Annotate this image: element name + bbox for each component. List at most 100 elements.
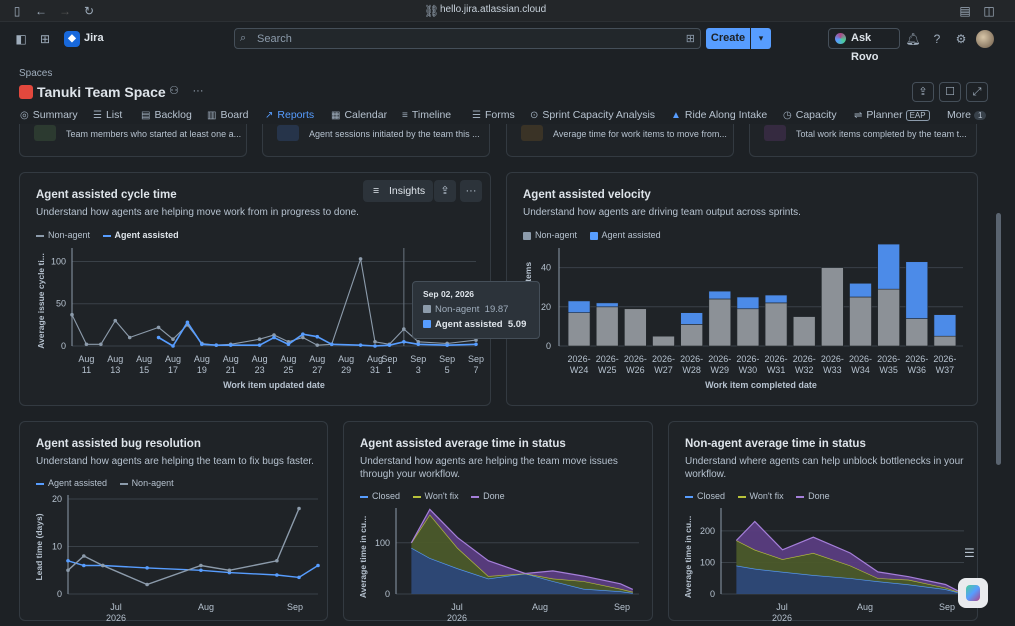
y-axis-label: Average issue cycle ti... <box>36 253 46 349</box>
tab-planner[interactable]: ⇌ Planner EAP <box>854 109 930 121</box>
ask-rovo-button[interactable]: Ask Rovo <box>828 28 900 63</box>
legend-item[interactable]: Non-agent <box>523 230 577 240</box>
tab-ride-along[interactable]: ▲ Ride Along Intake <box>671 109 768 121</box>
legend-item[interactable]: Closed <box>685 491 725 501</box>
page-title: Tanuki Team Space <box>37 84 166 100</box>
sidebar-toggle-icon[interactable]: ▯ <box>13 4 21 18</box>
legend-item[interactable]: Non-agent <box>119 478 174 488</box>
tab-forms[interactable]: ☰ Forms <box>472 109 515 121</box>
card-subtitle: Understand how agents are helping the te… <box>360 456 618 480</box>
metric-card[interactable]: Team members who started at least one a.… <box>19 124 247 157</box>
side-panel-icon[interactable]: ◧ <box>15 32 27 46</box>
card-subtitle: Understand how agents are helping move w… <box>36 207 359 218</box>
avg-time-status-card: Agent assisted average time in status Un… <box>343 421 653 623</box>
x-tick-label: 2026- <box>933 354 956 364</box>
data-point <box>113 318 118 323</box>
forward-icon[interactable]: → <box>59 4 71 18</box>
search-input[interactable]: ⌕ Search ⊞ <box>234 28 701 49</box>
create-dropdown-icon[interactable]: ▾ <box>751 28 771 49</box>
feedback-icon[interactable]: ☐ <box>939 82 961 102</box>
tab-sprint-capacity[interactable]: ⊙ Sprint Capacity Analysis <box>530 109 656 121</box>
nonagent-time-status-chart[interactable]: 0 100 200 Average time in cu... Jul Aug Sep 202… <box>669 422 979 626</box>
share-icon[interactable]: ⇪ <box>912 82 934 102</box>
data-point <box>474 342 478 347</box>
gauge-icon: ⊙ <box>530 110 539 121</box>
tab-more[interactable]: More 1 <box>947 109 987 121</box>
insights-button[interactable]: ≡ Insights <box>363 180 433 202</box>
x-tick-label: Aug <box>280 354 296 364</box>
rovo-icon <box>835 33 846 44</box>
rovo-chat-button[interactable] <box>958 578 988 608</box>
bar-agent-assisted <box>595 302 619 308</box>
data-point <box>185 320 190 325</box>
tab-board[interactable]: ▥ Board <box>207 109 249 121</box>
tab-backlog[interactable]: ▤ Backlog <box>141 109 192 121</box>
notifications-icon[interactable]: 🔔︎ <box>905 32 921 46</box>
settings-icon[interactable]: ⚙ <box>955 32 967 46</box>
reader-icon[interactable]: ▤ <box>959 4 971 18</box>
reload-icon[interactable]: ↻ <box>83 4 95 18</box>
data-point <box>82 563 86 568</box>
breadcrumb[interactable]: Spaces <box>19 68 53 79</box>
app-switcher-icon[interactable]: ⊞ <box>39 32 51 46</box>
bug-resolution-chart[interactable]: 0 10 20 Lead time (days) Jul Aug Sep 2026 <box>20 422 329 626</box>
y-axis-label: Items <box>523 262 533 284</box>
nonagent-time-status-plot: 0 100 200 Average time in cu... Jul Aug Sep 202… <box>683 508 964 623</box>
split-view-icon[interactable]: ◫ <box>983 4 995 18</box>
legend-item[interactable]: Agent assisted <box>589 230 661 240</box>
globe-icon: ◎ <box>20 110 29 121</box>
metric-card[interactable]: Total work items completed by the team t… <box>749 124 977 157</box>
card-more-icon[interactable]: ··· <box>460 180 482 202</box>
create-button[interactable]: Create <box>706 28 750 49</box>
data-point <box>416 339 421 344</box>
bar-non-agent <box>877 288 900 347</box>
page-scrollbar[interactable] <box>996 213 1001 465</box>
x-tick-label: 11 <box>82 365 91 375</box>
legend-item[interactable]: Non-agent <box>36 230 90 240</box>
url-text[interactable]: hello.jira.atlassian.cloud <box>440 4 547 15</box>
tab-list[interactable]: ☰ List <box>93 109 123 121</box>
legend-item[interactable]: Agent assisted <box>36 478 107 488</box>
fullscreen-icon[interactable]: ⤢ <box>966 82 988 102</box>
card-title: Agent assisted average time in status <box>360 438 566 450</box>
bar-non-agent <box>595 306 619 347</box>
product-name[interactable]: Jira <box>84 32 104 44</box>
velocity-chart[interactable]: 02040Items2026-W242026-W252026-W262026-W… <box>507 173 979 407</box>
tab-summary[interactable]: ◎ Summary <box>20 109 78 121</box>
back-icon[interactable]: ← <box>35 4 47 18</box>
jira-logo-icon[interactable]: ◆ <box>64 31 80 47</box>
bar-non-agent <box>821 267 844 347</box>
export-icon[interactable]: ⇪ <box>434 180 456 202</box>
x-tick-label: Aug <box>223 354 239 364</box>
legend-item[interactable]: Agent assisted <box>102 230 179 240</box>
y-tick-label: 100 <box>375 538 390 548</box>
tab-calendar[interactable]: ▦ Calendar <box>331 109 388 121</box>
filter-icon[interactable]: ⊞ <box>685 33 695 45</box>
legend-item[interactable]: Done <box>796 491 830 501</box>
more-actions-icon[interactable]: ··· <box>192 85 204 97</box>
metric-card[interactable]: Average time for work items to move from… <box>506 124 734 157</box>
tab-timeline[interactable]: ≡ Timeline <box>402 109 452 121</box>
x-tick-label: 2026- <box>821 354 844 364</box>
legend-item[interactable]: Won't fix <box>737 491 784 501</box>
tooltip-row: Non-agent 19.87 <box>423 304 529 315</box>
data-point <box>272 335 276 340</box>
tab-capacity[interactable]: ◷ Capacity <box>783 109 837 121</box>
data-point <box>358 343 363 347</box>
legend-item[interactable]: Won't fix <box>412 491 459 501</box>
user-avatar[interactable] <box>976 30 994 48</box>
team-icon[interactable]: ⚇ <box>169 85 179 97</box>
metric-card[interactable]: Agent sessions initiated by the team thi… <box>262 124 490 157</box>
card-subtitle: Understand how agents are driving team o… <box>523 207 801 218</box>
bar-agent-assisted <box>764 294 788 304</box>
metric-card-description: Total work items completed by the team t… <box>796 129 967 139</box>
legend-item[interactable]: Closed <box>360 491 400 501</box>
help-icon[interactable]: ? <box>933 32 941 46</box>
tab-reports[interactable]: ↗ Reports <box>265 109 315 121</box>
y-tick-label: 0 <box>61 341 66 351</box>
avg-time-status-chart[interactable]: 0 100 Average time in cu... Jul Aug Sep 2026 <box>344 422 654 626</box>
legend-item[interactable]: Done <box>471 491 505 501</box>
filter-panel-icon[interactable]: ☰ <box>964 546 975 560</box>
card-title: Agent assisted bug resolution <box>36 438 201 450</box>
